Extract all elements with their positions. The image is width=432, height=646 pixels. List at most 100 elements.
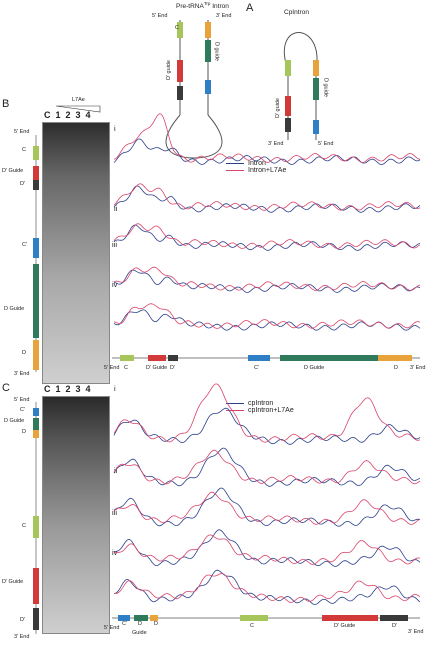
b-gel-label: D' <box>20 181 26 187</box>
c-gel-label: D' Guide <box>2 579 24 585</box>
trace-line <box>113 449 421 485</box>
diagram1-dprime-box <box>177 86 183 100</box>
b-axis-label: 3' End <box>410 365 426 371</box>
b-axis-label: C' <box>254 365 260 371</box>
trace-line <box>113 183 421 211</box>
trace-line <box>113 534 421 565</box>
diagram1-c-label: C <box>175 25 179 31</box>
diagram2-three-end: 3' End <box>268 141 284 147</box>
diagram2-dguide-label: D guide <box>322 78 329 97</box>
b-gel-label: D' Guide <box>2 168 24 174</box>
legend-swatch-blue <box>226 163 244 164</box>
b-gel-label: 5' End <box>14 129 30 135</box>
diagram1-cprime-box <box>205 80 211 94</box>
legend-label: Intron <box>248 160 266 167</box>
trace-line <box>113 138 421 165</box>
panel-a-letter: A <box>246 2 254 14</box>
c-axis-label: D' <box>392 623 398 629</box>
legend-swatch-red <box>226 170 244 171</box>
panel-c-gel-image <box>42 396 110 634</box>
b-gel-label: D Guide <box>4 306 25 312</box>
diagram1-title-main: Pre-tRNA <box>176 3 204 11</box>
trace-line <box>113 113 421 163</box>
lane-label: 4 <box>85 110 91 120</box>
diagram2-five-end: 5' End <box>318 141 334 147</box>
c-axis-label: 5' End <box>104 625 120 631</box>
legend-item: Intron+L7Ae <box>226 167 286 174</box>
trace-line <box>113 224 421 251</box>
panel-b-gel-image <box>42 122 110 384</box>
b-axis-label: 5' End <box>104 365 120 371</box>
panel-b-letter: B <box>2 98 10 110</box>
diagram1-title: Pre-tRNATrp Intron <box>176 1 229 11</box>
panel-c-letter: C <box>2 382 10 394</box>
lane-label: C <box>44 110 51 120</box>
trace-line <box>113 383 421 443</box>
b-gel-label: D <box>22 350 26 356</box>
diagram2-cprime-box <box>313 120 319 134</box>
b-trace-id: i <box>114 124 116 133</box>
b-axis-label: D' Guide <box>146 365 168 371</box>
panel-c-legend: cpIntron cpIntron+L7Ae <box>226 400 294 414</box>
diagram2-d-box <box>313 60 319 76</box>
legend-swatch-red <box>226 410 244 411</box>
c-trace-id: iii <box>112 508 117 517</box>
legend-label: Intron+L7Ae <box>248 167 287 174</box>
c-axis-label: D <box>154 621 158 627</box>
diagram1-dguide-box <box>205 40 211 62</box>
trace-line <box>113 569 421 605</box>
diagram1-title-sup: Trp <box>203 1 211 6</box>
panel-b-legend: Intron Intron+L7Ae <box>226 160 286 174</box>
diagram1-c-box <box>177 22 183 38</box>
c-gel-label: 3' End <box>14 634 30 640</box>
diagram1-five-end: 5' End <box>152 13 168 19</box>
panel-c-lane-labels: C 1 2 3 4 <box>44 384 91 394</box>
legend-item: cpIntron+L7Ae <box>226 407 294 414</box>
legend-label: cpIntron <box>248 400 274 407</box>
trace-line <box>113 303 421 329</box>
trace-line <box>113 185 421 213</box>
legend-swatch-blue <box>226 403 244 404</box>
b-trace-id: ii <box>114 204 118 213</box>
c-axis-label: D' Guide <box>334 623 356 629</box>
lane-label: 4 <box>85 384 91 394</box>
panel-b-lane-labels: C 1 2 3 4 <box>44 110 91 120</box>
b-trace-id: iii <box>112 240 117 249</box>
diagram2-dprime-box <box>285 118 291 132</box>
diagram1-three-end: 3' End <box>216 13 232 19</box>
trace-line <box>114 573 421 603</box>
legend-item: Intron <box>226 160 286 167</box>
c-gel-label: D <box>22 429 26 435</box>
b-gel-label: C <box>22 147 26 153</box>
lane-label: 3 <box>75 110 81 120</box>
b-axis-label: C <box>124 365 128 371</box>
c-axis-label: Guide <box>132 630 147 636</box>
c-axis-label: D <box>138 621 142 627</box>
lane-label: C <box>44 384 51 394</box>
lane-label: 2 <box>65 110 71 120</box>
b-gel-label: C' <box>22 242 28 248</box>
diagram2-c-box <box>285 60 291 76</box>
trace-line <box>113 529 421 567</box>
b-trace-id: iv <box>112 280 118 289</box>
c-axis-label: C <box>250 623 254 629</box>
diagram2-title: CpIntron <box>284 9 309 16</box>
c-gel-label: C <box>22 523 26 529</box>
trace-line <box>113 491 421 525</box>
diagram2-dguide-box <box>313 78 319 100</box>
lane-label: 1 <box>55 110 61 120</box>
panel-b-gel-title: L7Ae <box>72 97 85 103</box>
lane-label: 1 <box>55 384 61 394</box>
diagram1-dprime-guide-box <box>177 60 183 82</box>
c-gel-label: D' <box>20 617 26 623</box>
c-axis-label: 3' End <box>408 629 424 635</box>
b-gel-label: 3' End <box>14 371 30 377</box>
